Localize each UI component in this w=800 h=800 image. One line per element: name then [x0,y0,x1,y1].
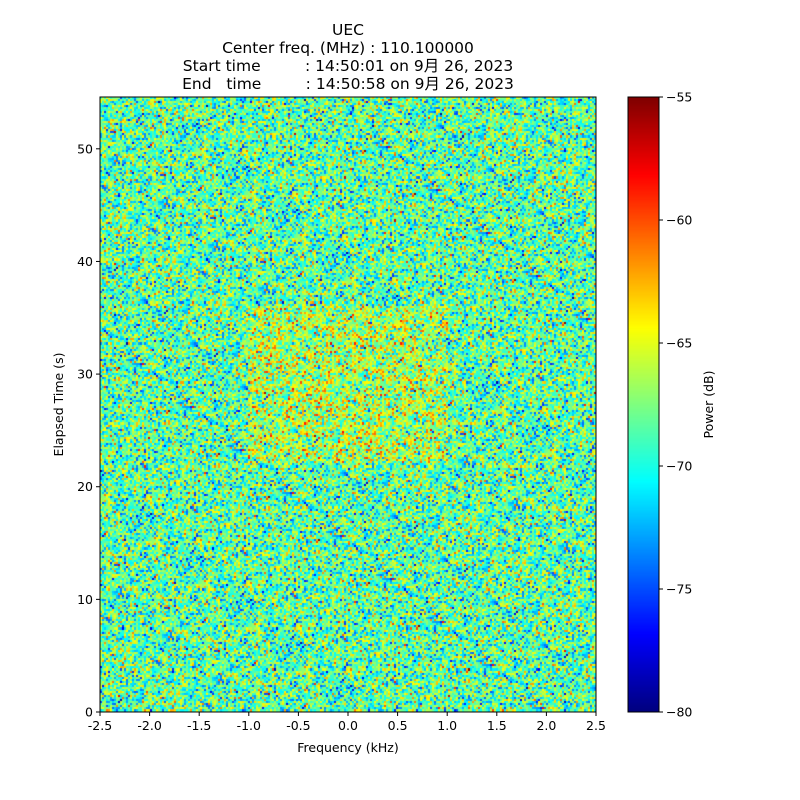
title-line-2: Center freq. (MHz) : 110.100000 [222,39,474,57]
x-tick-label: -1.5 [187,718,211,733]
x-tick-label: -0.5 [286,718,310,733]
colorbar-tick-label: −60 [666,213,692,228]
y-tick-label: 50 [77,141,93,156]
x-tick-label: -2.5 [88,718,112,733]
x-tick-label: -1.0 [237,718,261,733]
y-tick-label: 20 [77,479,93,494]
colorbar-frame [627,96,660,713]
title-line-1: UEC [332,21,364,39]
y-axis-label: Elapsed Time (s) [51,353,66,457]
colorbar [628,97,659,712]
colorbar-tick-label: −70 [666,459,692,474]
plot-frame [99,96,597,713]
y-tick-label: 10 [77,592,93,607]
colorbar-tick-label: −80 [666,705,692,720]
title-line-4: End time : 14:50:58 on 9月 26, 2023 [182,75,514,93]
colorbar-label: Power (dB) [701,370,716,438]
y-tick-label: 0 [85,705,93,720]
y-tick-label: 40 [77,254,93,269]
spectrogram-heatmap [100,97,596,712]
colorbar-tick-label: −55 [666,90,692,105]
colorbar-tick-label: −75 [666,582,692,597]
x-tick-label: -2.0 [137,718,161,733]
colorbar-tick-label: −65 [666,336,692,351]
x-tick-label: 1.5 [487,718,507,733]
x-tick-label: 1.0 [437,718,457,733]
x-tick-label: 2.5 [586,718,606,733]
x-tick-label: 0.5 [388,718,408,733]
y-tick-label: 30 [77,367,93,382]
x-tick-label: 0.0 [338,718,358,733]
x-tick-label: 2.0 [536,718,556,733]
title-line-3: Start time : 14:50:01 on 9月 26, 2023 [182,57,514,75]
x-axis-label: Frequency (kHz) [297,740,399,755]
